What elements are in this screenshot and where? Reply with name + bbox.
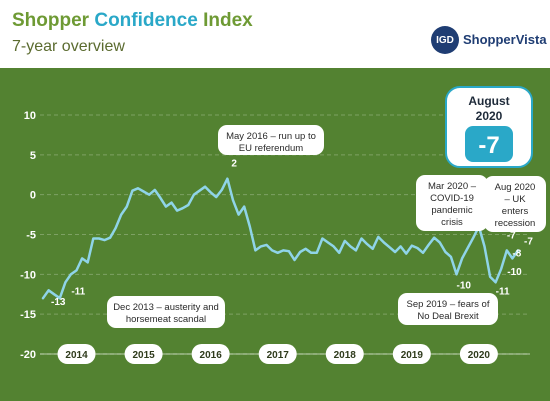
year-label: 2014 xyxy=(65,350,88,361)
annotation-mar-2020 xyxy=(416,175,488,231)
year-label: 2020 xyxy=(468,350,491,361)
annotation-aug-2020 xyxy=(484,176,546,232)
y-tick-label: -10 xyxy=(20,269,36,281)
year-label-pill xyxy=(191,344,230,364)
data-label: -10 xyxy=(457,280,472,291)
annotation-may-2016-text: May 2016 – run up to xyxy=(226,131,316,142)
year-label-pill xyxy=(57,344,96,364)
year-label: 2017 xyxy=(267,350,290,361)
annotation-sep-2019 xyxy=(398,293,498,325)
title-part-2: Confidence xyxy=(94,10,198,31)
annotation-mar-2020-text: Mar 2020 – xyxy=(428,181,477,192)
annotation-aug-2020-text: recession xyxy=(495,218,536,229)
annotation-dec-2013-text: Dec 2013 – austerity and xyxy=(113,302,219,313)
annotation-dec-2013 xyxy=(107,296,225,328)
annotation-aug-2020-text: – UK xyxy=(504,194,526,205)
logo-text: ShopperVista xyxy=(463,32,547,47)
badge-year: 2020 xyxy=(476,109,503,123)
annotation-aug-2020-text: enters xyxy=(502,206,529,217)
badge-value-box xyxy=(465,126,513,162)
data-label: -8 xyxy=(512,248,521,259)
annotation-mar-2020-text: pandemic xyxy=(431,205,472,216)
annotation-sep-2019-text: Sep 2019 – fears of xyxy=(407,299,490,310)
chart-title: Shopper Confidence Index xyxy=(12,10,253,32)
y-tick-label: 5 xyxy=(30,150,36,162)
data-label: 2 xyxy=(231,159,237,170)
annotation-mar-2020-text: crisis xyxy=(441,217,463,228)
y-tick-label: 10 xyxy=(24,110,36,122)
chart-svg: 10 5 0 -5 -10 -15 -20 2014 2015 2016 2017 2018 2019 2… xyxy=(0,68,550,401)
year-label-pill xyxy=(325,344,364,364)
annotation-may-2016 xyxy=(218,125,324,155)
title-part-3: Index xyxy=(203,10,253,31)
annotation-sep-2019-text: No Deal Brexit xyxy=(417,311,479,322)
chart-subtitle: 7-year overview xyxy=(12,38,125,55)
data-label: -11 xyxy=(71,286,85,297)
header: Shopper Confidence Index 7-year overview… xyxy=(0,0,550,68)
logo: IGD ShopperVista xyxy=(431,26,547,56)
data-label: -7 xyxy=(507,230,516,241)
igd-logo-mark: IGD xyxy=(431,26,459,54)
data-label: -11 xyxy=(496,286,510,297)
year-label: 2019 xyxy=(401,350,424,361)
y-tick-label: 0 xyxy=(30,190,36,202)
year-label: 2016 xyxy=(200,350,223,361)
annotation-mar-2020-text: COVID-19 xyxy=(430,193,474,204)
year-label-pill xyxy=(459,344,498,364)
data-label: -10 xyxy=(507,267,522,278)
year-label: 2015 xyxy=(132,350,155,361)
y-tick-label: -5 xyxy=(26,230,36,242)
badge-month: August xyxy=(468,94,509,108)
data-label: -13 xyxy=(51,297,66,308)
y-tick-label: -20 xyxy=(20,349,36,361)
year-label: 2018 xyxy=(334,350,357,361)
year-label-pill xyxy=(392,344,431,364)
year-label-pill xyxy=(258,344,297,364)
badge-value: -7 xyxy=(478,132,499,159)
year-label-pill xyxy=(124,344,163,364)
annotation-aug-2020-text: Aug 2020 xyxy=(495,182,536,193)
data-label: -7 xyxy=(524,236,533,247)
title-part-1: Shopper xyxy=(12,10,90,31)
chart-area: 10 5 0 -5 -10 -15 -20 2014 2015 2016 2017 2018 2019 2… xyxy=(0,68,550,401)
y-tick-label: -15 xyxy=(20,309,36,321)
annotation-may-2016-text: EU referendum xyxy=(239,143,304,154)
annotation-dec-2013-text: horsemeat scandal xyxy=(126,314,206,325)
series-line xyxy=(41,177,520,300)
